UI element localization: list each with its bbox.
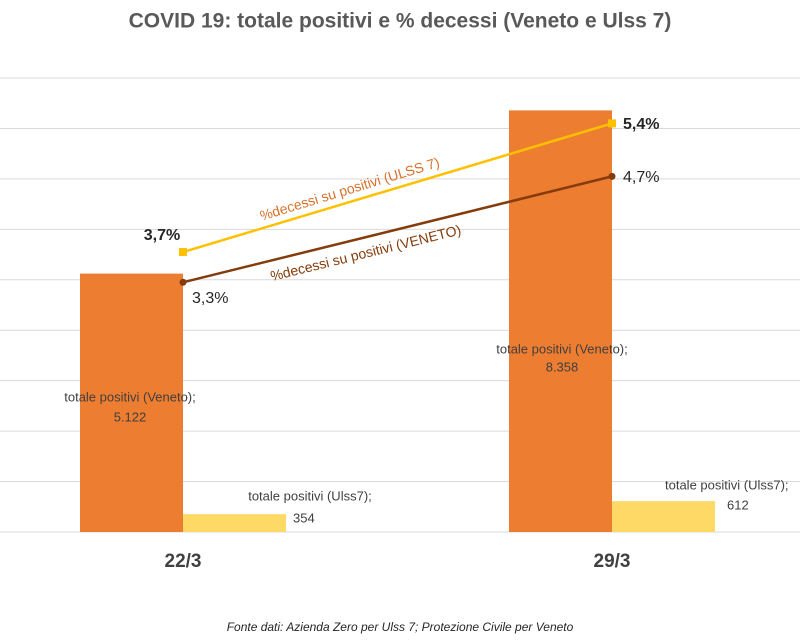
data-label: 8.358 xyxy=(546,359,579,374)
chart-title: COVID 19: totale positivi e % decessi (V… xyxy=(129,10,672,33)
data-label: 3,7% xyxy=(144,227,180,244)
x-tick-label: 29/3 xyxy=(594,551,631,572)
bar xyxy=(80,273,183,532)
source-note: Fonte dati: Azienda Zero per Ulss 7; Pro… xyxy=(227,620,574,634)
data-label: 5.122 xyxy=(114,409,147,424)
bar xyxy=(183,514,286,532)
data-label: 3,3% xyxy=(192,290,228,307)
data-label: 354 xyxy=(293,510,315,525)
marker xyxy=(608,172,616,180)
data-label: 612 xyxy=(727,497,749,512)
data-label-name: totale positivi (Veneto); xyxy=(64,389,196,404)
data-label-name: totale positivi (Veneto); xyxy=(496,341,628,356)
data-label: 5,4% xyxy=(623,116,659,133)
marker xyxy=(608,119,616,128)
data-label-name: totale positivi (Ulss7); xyxy=(665,477,789,492)
bar xyxy=(612,501,715,532)
bar xyxy=(509,110,612,533)
line-annotation: %decessi su positivi (ULSS 7) xyxy=(258,154,441,224)
line xyxy=(182,175,613,284)
data-label: 4,7% xyxy=(623,169,659,186)
data-label-name: totale positivi (Ulss7); xyxy=(248,488,372,503)
x-tick-label: 22/3 xyxy=(165,551,202,572)
marker xyxy=(179,278,187,286)
marker xyxy=(179,248,187,257)
line xyxy=(182,122,613,254)
